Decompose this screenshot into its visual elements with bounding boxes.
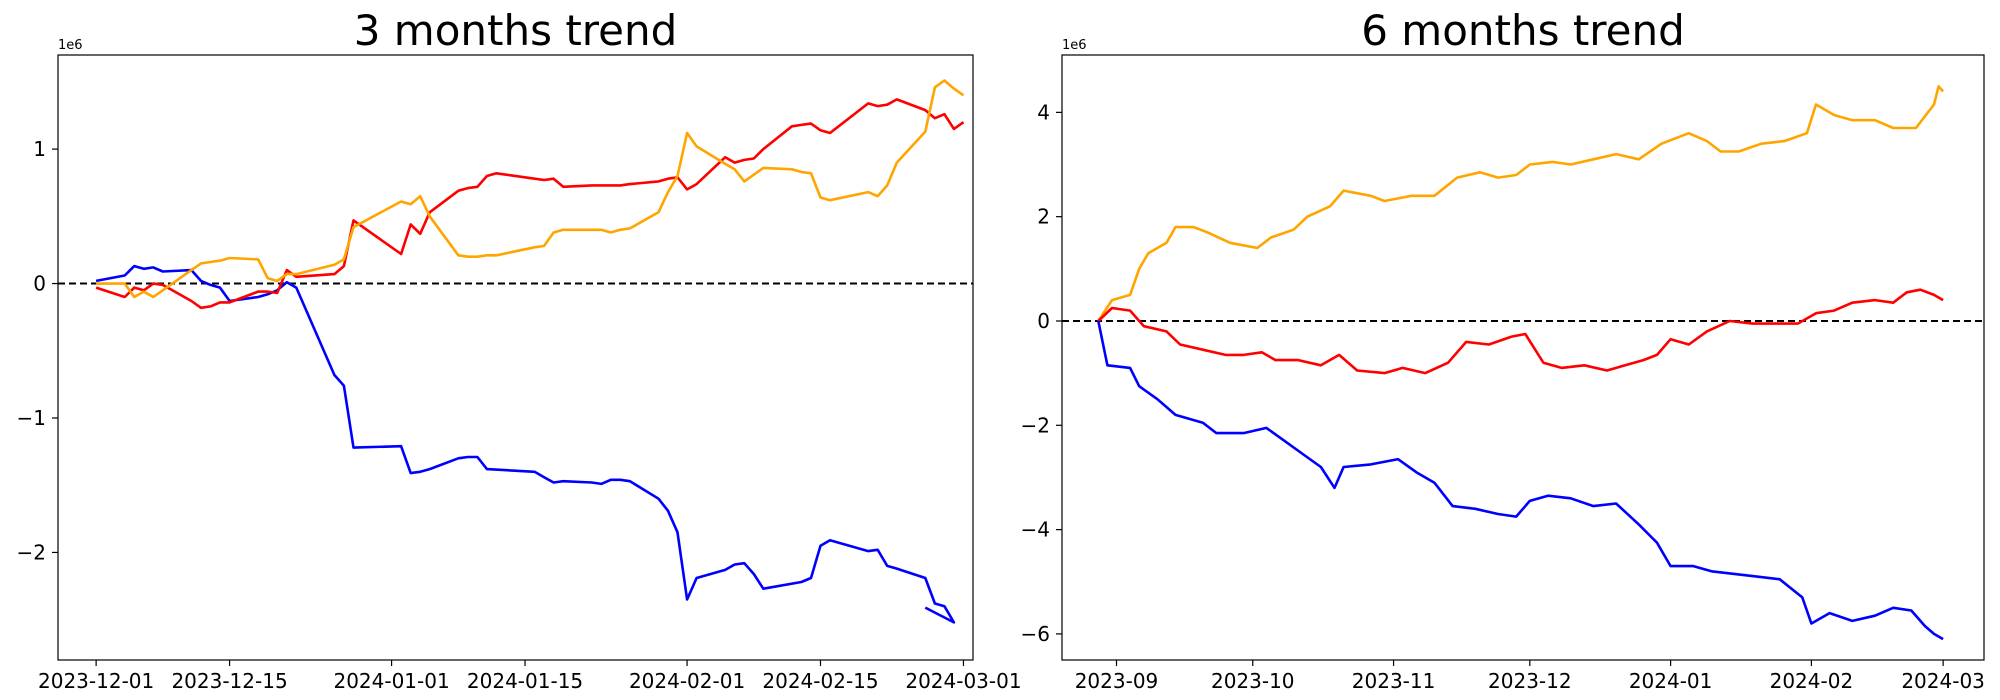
x-tick-label: 2024-03 (1901, 669, 1985, 693)
chart-title: 3 months trend (354, 6, 678, 55)
series-line-2 (1097, 320, 1944, 641)
x-tick-label: 2023-11 (1352, 669, 1436, 693)
x-tick-label: 2024-01 (1629, 669, 1713, 693)
x-tick-label: 2023-12 (1488, 669, 1572, 693)
y-tick-label: −4 (1021, 518, 1050, 542)
x-tick-label: 2024-01-01 (333, 669, 449, 693)
y-tick-label: 2 (1037, 205, 1050, 229)
series-line-1 (95, 98, 965, 310)
y-tick-label: 0 (33, 272, 46, 296)
y-tick-label: 4 (1037, 100, 1050, 124)
y-tick-label: −2 (17, 540, 46, 564)
chart-6-months: 6 months trend 1e6 −6 −4 −2 0 2 4 2023-09 2023-10… (1021, 6, 1985, 693)
x-tick-label: 2023-10 (1211, 669, 1295, 693)
chart-title: 6 months trend (1361, 6, 1685, 55)
x-tick-label: 2023-12-01 (38, 669, 154, 693)
y-offset-label: 1e6 (58, 38, 83, 53)
series-line-1 (1097, 288, 1944, 375)
y-tick-label: −6 (1021, 622, 1050, 646)
x-tick-label: 2023-12-15 (171, 669, 287, 693)
x-tick-label: 2024-02-15 (762, 669, 878, 693)
plot-frame (57, 54, 974, 661)
y-tick-label: 0 (1037, 309, 1050, 333)
series-line-0 (1097, 85, 1945, 322)
x-tick-label: 2024-02-01 (629, 669, 745, 693)
y-tick-label: 1 (33, 137, 46, 161)
x-tick-label: 2023-09 (1075, 669, 1159, 693)
x-tick-label: 2024-03-01 (905, 669, 1021, 693)
x-tick-label: 2024-01-15 (467, 669, 583, 693)
series-line-2 (96, 79, 965, 299)
y-tick-label: −2 (1021, 413, 1050, 437)
y-offset-label: 1e6 (1062, 38, 1087, 53)
series-line-0 (95, 264, 956, 624)
x-tick-label: 2024-02 (1770, 669, 1854, 693)
chart-3-months: 3 months trend 1e6 −2 −1 0 1 2023-12-01 2023-12… (17, 6, 1022, 693)
plot-frame (1061, 54, 1985, 661)
y-tick-label: −1 (17, 406, 46, 430)
